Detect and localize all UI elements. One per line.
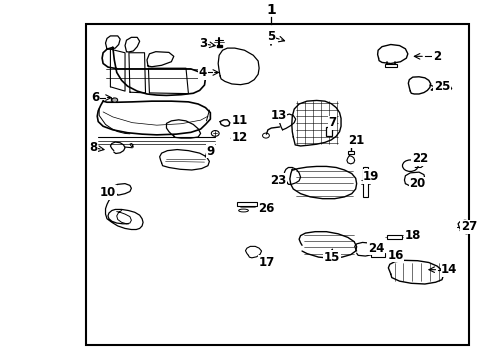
Text: 20: 20 — [408, 177, 425, 190]
Text: 3: 3 — [199, 37, 207, 50]
Bar — [216, 45, 221, 47]
Text: 23: 23 — [270, 174, 286, 186]
Text: 6: 6 — [91, 91, 100, 104]
Text: 8: 8 — [89, 141, 97, 154]
Text: 13: 13 — [270, 109, 286, 122]
Bar — [237, 202, 256, 206]
Text: 2: 2 — [432, 50, 440, 63]
Text: 22: 22 — [411, 152, 427, 165]
Text: 1: 1 — [266, 3, 276, 17]
Text: 4: 4 — [199, 66, 207, 79]
Bar — [385, 64, 396, 67]
Text: 25: 25 — [433, 80, 449, 93]
Text: 15: 15 — [324, 251, 340, 264]
Text: 19: 19 — [363, 170, 379, 183]
Text: 21: 21 — [348, 134, 364, 147]
Text: 16: 16 — [386, 249, 403, 262]
Text: 11: 11 — [231, 114, 247, 127]
Text: 9: 9 — [206, 145, 214, 158]
Text: 26: 26 — [258, 202, 274, 215]
Text: 17: 17 — [258, 256, 274, 269]
Circle shape — [112, 98, 118, 102]
Text: 10: 10 — [100, 186, 116, 199]
Bar — [326, 127, 331, 136]
Bar — [370, 253, 384, 257]
Bar — [347, 151, 353, 154]
Text: 24: 24 — [367, 242, 384, 255]
Text: 12: 12 — [231, 131, 247, 144]
Bar — [362, 167, 367, 197]
Text: 7: 7 — [327, 116, 336, 129]
Text: 5: 5 — [266, 30, 275, 43]
Text: 18: 18 — [404, 229, 420, 242]
Text: 14: 14 — [440, 263, 457, 276]
Text: 27: 27 — [460, 220, 476, 233]
Bar — [386, 234, 401, 239]
Bar — [86, 24, 468, 345]
Ellipse shape — [238, 209, 248, 212]
